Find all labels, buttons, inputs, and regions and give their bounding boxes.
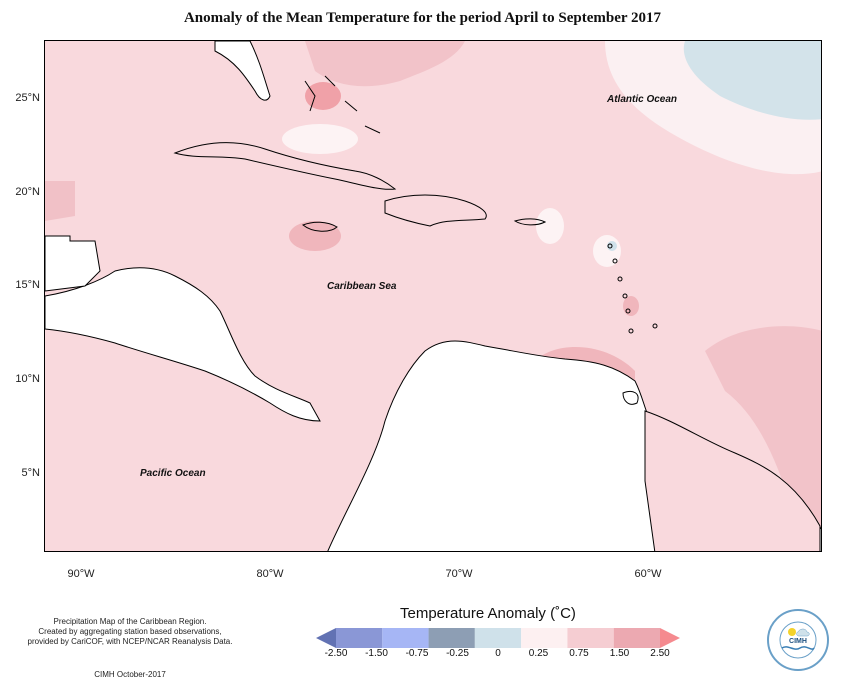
lon-label-70w: 70°W: [445, 568, 473, 580]
legend-arrow-right: [660, 628, 680, 648]
credit-block: Precipitation Map of the Caribbean Regio…: [10, 617, 250, 647]
legend-cell: [336, 628, 383, 648]
legend-tick-label: -1.50: [365, 648, 388, 659]
lat-label-20n: 20°N: [15, 186, 40, 198]
island-puerto-rico: [513, 218, 547, 226]
credit-line-2: Created by aggregating station based obs…: [38, 627, 222, 636]
legend-title: Temperature Anomaly (˚C): [400, 605, 576, 622]
wave-icon: [781, 646, 815, 650]
legend-cell: [474, 628, 522, 648]
legend-colorbar: [316, 628, 680, 648]
cloud-icon: [796, 628, 810, 637]
label-pacific-ocean: Pacific Ocean: [140, 468, 206, 479]
legend-color-cells: [336, 628, 660, 648]
legend-cell: [428, 628, 475, 648]
lat-label-5n: 5°N: [21, 467, 40, 479]
islands-bahamas: [304, 75, 381, 134]
legend-tick-label: -2.50: [324, 648, 348, 659]
islands-lesser-antilles: [607, 243, 658, 334]
legend-tick-label: -0.75: [405, 648, 429, 659]
sun-icon: [788, 628, 796, 636]
legend-cell: [382, 628, 429, 648]
legend-tick-label: 0: [495, 648, 501, 659]
legend-cell: [567, 628, 614, 648]
land-florida: [214, 41, 271, 101]
anomaly-zone-warm-bahamas: [305, 82, 341, 110]
cimh-logo: CIMH: [767, 609, 829, 671]
legend-tick-label: 1.50: [609, 648, 630, 659]
label-caribbean-sea: Caribbean Sea: [327, 281, 397, 292]
legend-cell: [613, 628, 660, 648]
legend-tick-label: 0.25: [528, 648, 549, 659]
legend-cell: [521, 628, 568, 648]
land-guianas: [644, 410, 821, 551]
island-trinidad: [622, 390, 639, 405]
lon-label-60w: 60°W: [634, 568, 662, 580]
lat-label-25n: 25°N: [15, 92, 40, 104]
label-atlantic-ocean: Atlantic Ocean: [607, 94, 678, 105]
lat-label-10n: 10°N: [15, 373, 40, 385]
anomaly-zone-jamaica: [289, 221, 341, 251]
lat-label-15n: 15°N: [15, 279, 40, 291]
logo-text: CIMH: [789, 638, 807, 645]
anomaly-zone-cuba-north: [282, 124, 358, 154]
anomaly-zone-st-vincent: [623, 296, 639, 316]
credit-footer: CIMH October-2017: [94, 670, 166, 679]
land-central-america: [45, 267, 321, 422]
anomaly-map: [45, 41, 821, 551]
legend-tick-label: 2.50: [650, 648, 670, 659]
legend-tick-label: 0.75: [569, 648, 589, 659]
legend-arrow-left: [316, 628, 336, 648]
island-hispaniola: [384, 194, 487, 227]
anomaly-zone-yucatan: [45, 181, 75, 221]
legend-tick-label: -0.25: [446, 648, 469, 659]
map-title: Anomaly of the Mean Temperature for the …: [183, 10, 662, 26]
island-jamaica: [302, 221, 338, 232]
anomaly-zone-bahamas: [305, 41, 465, 87]
land-mexico: [45, 235, 101, 292]
island-cuba: [173, 142, 397, 190]
map-frame: Atlantic Ocean Caribbean Sea Pacific Oce…: [44, 40, 822, 552]
credit-line-1: Precipitation Map of the Caribbean Regio…: [53, 617, 207, 626]
credit-line-3: provided by CariCOF, with NCEP/NCAR Rean…: [27, 637, 233, 646]
anomaly-zone-puerto-rico: [536, 208, 564, 244]
lon-label-90w: 90°W: [67, 568, 95, 580]
lon-label-80w: 80°W: [256, 568, 284, 580]
anomaly-zone-cool-atlantic: [683, 41, 821, 120]
